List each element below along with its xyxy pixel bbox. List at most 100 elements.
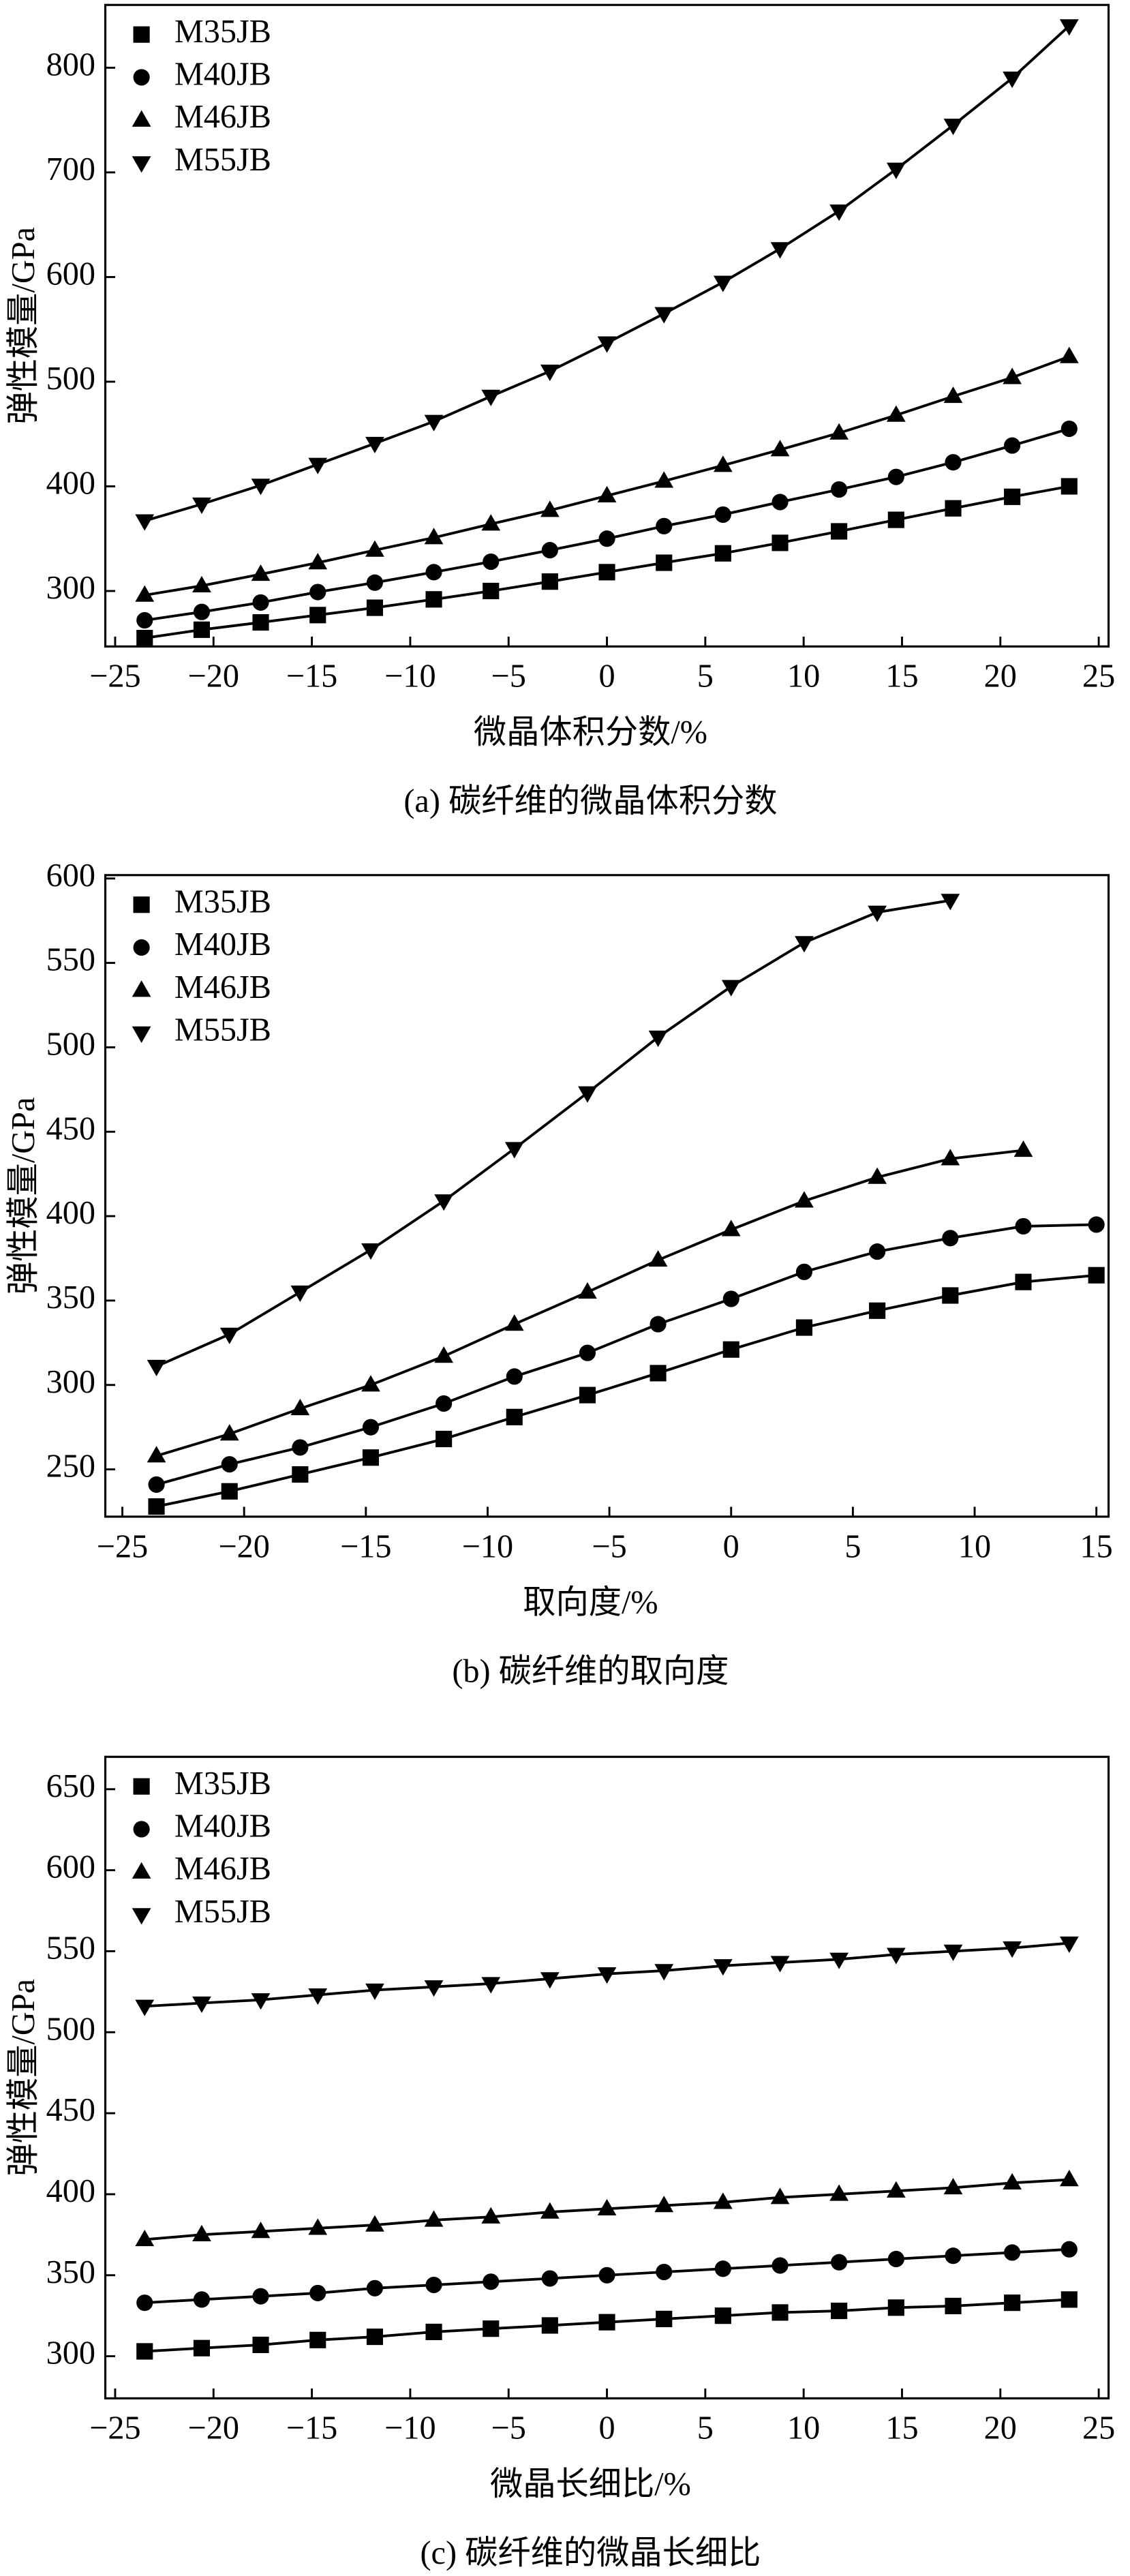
legend-label: M55JB bbox=[174, 1894, 271, 1930]
marker bbox=[481, 2207, 501, 2224]
marker bbox=[887, 511, 904, 528]
marker bbox=[436, 1395, 453, 1412]
marker bbox=[943, 386, 963, 404]
marker bbox=[308, 2218, 328, 2235]
marker bbox=[945, 500, 962, 517]
legend-label: M46JB bbox=[174, 99, 271, 135]
marker bbox=[598, 2267, 615, 2284]
marker bbox=[148, 1476, 165, 1493]
x-tick-label: −25 bbox=[97, 1528, 148, 1564]
marker bbox=[483, 2273, 500, 2290]
marker bbox=[366, 599, 384, 616]
legend-marker bbox=[132, 156, 151, 173]
marker bbox=[1003, 367, 1022, 384]
marker bbox=[483, 2320, 500, 2337]
x-tick-label: 15 bbox=[1080, 1528, 1113, 1564]
marker bbox=[656, 517, 673, 534]
marker bbox=[831, 523, 848, 540]
marker bbox=[434, 1346, 454, 1363]
marker bbox=[714, 506, 731, 523]
x-tick-label: 5 bbox=[697, 2410, 714, 2446]
marker bbox=[424, 414, 444, 431]
marker bbox=[424, 528, 444, 545]
marker bbox=[1004, 2244, 1021, 2261]
x-tick-label: 15 bbox=[885, 658, 918, 695]
marker bbox=[483, 582, 500, 600]
x-tick-label: 25 bbox=[1082, 2410, 1115, 2446]
marker bbox=[887, 2250, 904, 2268]
marker bbox=[713, 2192, 733, 2209]
x-tick-label: −25 bbox=[89, 2410, 140, 2446]
marker bbox=[425, 2323, 442, 2341]
marker bbox=[578, 1086, 597, 1103]
legend-label: M46JB bbox=[174, 969, 271, 1005]
marker bbox=[136, 630, 153, 647]
marker bbox=[1013, 1140, 1033, 1157]
marker bbox=[308, 553, 328, 570]
marker bbox=[1060, 2291, 1078, 2308]
marker bbox=[540, 2202, 560, 2219]
x-tick-label: −10 bbox=[384, 658, 436, 695]
marker bbox=[1059, 2170, 1079, 2187]
marker bbox=[541, 573, 558, 590]
x-tick-label: 15 bbox=[885, 2410, 918, 2446]
marker bbox=[1060, 420, 1078, 438]
marker bbox=[292, 1439, 309, 1456]
legend-label: M35JB bbox=[174, 1766, 271, 1802]
legend-marker bbox=[132, 1026, 151, 1043]
y-axis-label: 弹性模量/GPa bbox=[5, 1979, 42, 2177]
marker bbox=[795, 1191, 814, 1208]
marker bbox=[309, 2331, 326, 2348]
marker bbox=[135, 1999, 155, 2016]
marker bbox=[192, 497, 211, 515]
y-tick-label: 700 bbox=[46, 151, 95, 187]
caption: (b) 碳纤维的取向度 bbox=[452, 1654, 729, 1690]
marker bbox=[656, 2263, 673, 2281]
marker bbox=[425, 591, 442, 608]
marker bbox=[795, 936, 814, 953]
x-tick-label: 10 bbox=[787, 2410, 820, 2446]
marker bbox=[770, 1956, 790, 1973]
series-line bbox=[156, 1273, 1097, 1508]
marker bbox=[598, 564, 615, 581]
marker bbox=[654, 1964, 674, 1981]
x-tick-label: −25 bbox=[89, 658, 140, 695]
marker bbox=[309, 607, 326, 624]
marker bbox=[597, 485, 617, 502]
marker bbox=[506, 1408, 523, 1425]
marker bbox=[136, 611, 153, 629]
x-tick-label: 0 bbox=[723, 1528, 739, 1564]
marker bbox=[135, 585, 155, 602]
marker bbox=[829, 2184, 849, 2201]
marker bbox=[136, 2343, 153, 2360]
x-tick-label: 10 bbox=[787, 658, 820, 695]
marker bbox=[829, 204, 849, 222]
marker bbox=[713, 1959, 733, 1976]
marker bbox=[1015, 1217, 1032, 1235]
marker bbox=[251, 2222, 271, 2239]
x-tick-label: −15 bbox=[286, 2410, 337, 2446]
y-tick-label: 500 bbox=[46, 361, 95, 397]
marker bbox=[425, 564, 442, 581]
marker bbox=[252, 2336, 269, 2354]
marker bbox=[829, 1952, 849, 1969]
marker bbox=[597, 336, 617, 353]
marker bbox=[365, 540, 384, 557]
x-tick-label: 10 bbox=[958, 1528, 991, 1564]
marker bbox=[597, 1967, 617, 1984]
marker bbox=[366, 2329, 384, 2346]
marker bbox=[1004, 2294, 1021, 2312]
marker bbox=[148, 1498, 165, 1515]
legend-marker bbox=[133, 69, 150, 86]
marker bbox=[483, 553, 500, 571]
marker bbox=[192, 1996, 211, 2013]
marker bbox=[192, 575, 211, 592]
marker bbox=[135, 514, 155, 531]
series-line bbox=[144, 427, 1070, 622]
marker bbox=[943, 119, 963, 136]
marker bbox=[1003, 2172, 1022, 2189]
marker bbox=[943, 2177, 963, 2195]
marker bbox=[887, 2299, 904, 2316]
marker bbox=[942, 1230, 959, 1247]
